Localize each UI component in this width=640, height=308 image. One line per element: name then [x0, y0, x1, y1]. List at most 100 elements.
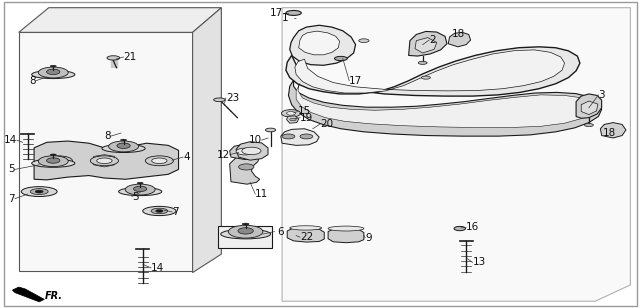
Ellipse shape — [266, 128, 276, 132]
Polygon shape — [12, 287, 44, 302]
Polygon shape — [230, 144, 262, 160]
Text: 17: 17 — [270, 8, 284, 18]
Text: 21: 21 — [124, 52, 137, 62]
Text: 16: 16 — [466, 222, 479, 232]
Polygon shape — [328, 229, 364, 243]
Text: 13: 13 — [472, 257, 486, 267]
Ellipse shape — [120, 139, 127, 141]
Text: 5: 5 — [132, 192, 138, 201]
Ellipse shape — [125, 184, 155, 195]
Ellipse shape — [328, 226, 364, 231]
Polygon shape — [34, 141, 179, 180]
Bar — [218, 226, 273, 248]
Polygon shape — [576, 94, 602, 118]
Polygon shape — [295, 50, 564, 93]
Ellipse shape — [21, 187, 57, 197]
Ellipse shape — [300, 134, 313, 139]
Text: 14: 14 — [151, 263, 164, 273]
Polygon shape — [415, 38, 436, 53]
Ellipse shape — [156, 210, 163, 213]
Ellipse shape — [421, 76, 430, 79]
Ellipse shape — [454, 226, 465, 231]
Polygon shape — [290, 25, 356, 65]
Text: 6: 6 — [277, 227, 284, 237]
Text: 14: 14 — [4, 135, 17, 145]
Polygon shape — [193, 8, 221, 273]
Ellipse shape — [238, 228, 253, 234]
Text: 10: 10 — [248, 135, 262, 145]
Ellipse shape — [290, 226, 322, 230]
Polygon shape — [282, 8, 630, 301]
Ellipse shape — [359, 39, 369, 43]
Ellipse shape — [137, 182, 143, 184]
Ellipse shape — [242, 223, 249, 225]
Ellipse shape — [584, 124, 593, 127]
Ellipse shape — [282, 134, 295, 139]
Polygon shape — [408, 31, 447, 56]
Text: 9: 9 — [365, 233, 372, 243]
Ellipse shape — [31, 159, 75, 167]
Ellipse shape — [151, 208, 168, 214]
Ellipse shape — [290, 118, 296, 121]
Ellipse shape — [38, 156, 68, 167]
Ellipse shape — [30, 188, 48, 195]
Ellipse shape — [35, 190, 43, 193]
Polygon shape — [299, 31, 340, 55]
Ellipse shape — [51, 158, 66, 164]
Ellipse shape — [236, 148, 254, 155]
Text: 22: 22 — [300, 232, 313, 242]
Ellipse shape — [228, 225, 263, 238]
Polygon shape — [281, 129, 319, 145]
Ellipse shape — [286, 10, 301, 15]
Ellipse shape — [47, 158, 60, 163]
Ellipse shape — [117, 143, 130, 148]
Ellipse shape — [90, 156, 118, 166]
Polygon shape — [448, 32, 470, 47]
Polygon shape — [236, 142, 268, 160]
Text: 15: 15 — [298, 107, 311, 116]
Text: 8: 8 — [104, 131, 111, 141]
Ellipse shape — [97, 158, 112, 164]
Ellipse shape — [287, 111, 296, 115]
Ellipse shape — [107, 56, 120, 60]
Polygon shape — [93, 155, 115, 167]
Text: 5: 5 — [8, 164, 15, 174]
Ellipse shape — [118, 188, 162, 196]
Text: 23: 23 — [226, 93, 239, 103]
Text: 18: 18 — [603, 128, 616, 138]
Ellipse shape — [109, 141, 138, 152]
Text: 17: 17 — [349, 76, 362, 86]
Ellipse shape — [282, 110, 301, 117]
Ellipse shape — [214, 98, 225, 102]
Text: 3: 3 — [598, 90, 605, 100]
Polygon shape — [19, 8, 221, 32]
Polygon shape — [286, 47, 580, 96]
Ellipse shape — [145, 156, 173, 166]
Polygon shape — [287, 228, 324, 242]
Text: 4: 4 — [183, 152, 189, 162]
Polygon shape — [289, 80, 602, 136]
Ellipse shape — [242, 147, 261, 155]
Text: 8: 8 — [29, 76, 36, 86]
Ellipse shape — [152, 158, 167, 164]
Polygon shape — [230, 152, 260, 184]
Ellipse shape — [31, 71, 75, 79]
Polygon shape — [296, 84, 595, 128]
Ellipse shape — [38, 67, 68, 78]
Text: 7: 7 — [172, 207, 179, 217]
Text: 12: 12 — [216, 150, 230, 160]
Text: 19: 19 — [300, 113, 313, 123]
Ellipse shape — [335, 56, 348, 61]
Ellipse shape — [51, 154, 56, 156]
Polygon shape — [19, 32, 193, 271]
Ellipse shape — [418, 61, 427, 64]
Text: 18: 18 — [451, 30, 465, 39]
Ellipse shape — [44, 156, 72, 166]
Ellipse shape — [51, 65, 56, 67]
Text: FR.: FR. — [44, 291, 62, 301]
Text: 11: 11 — [255, 189, 269, 199]
Text: 1: 1 — [282, 14, 289, 23]
Text: 2: 2 — [429, 35, 436, 45]
Ellipse shape — [47, 69, 60, 75]
Ellipse shape — [221, 229, 271, 239]
